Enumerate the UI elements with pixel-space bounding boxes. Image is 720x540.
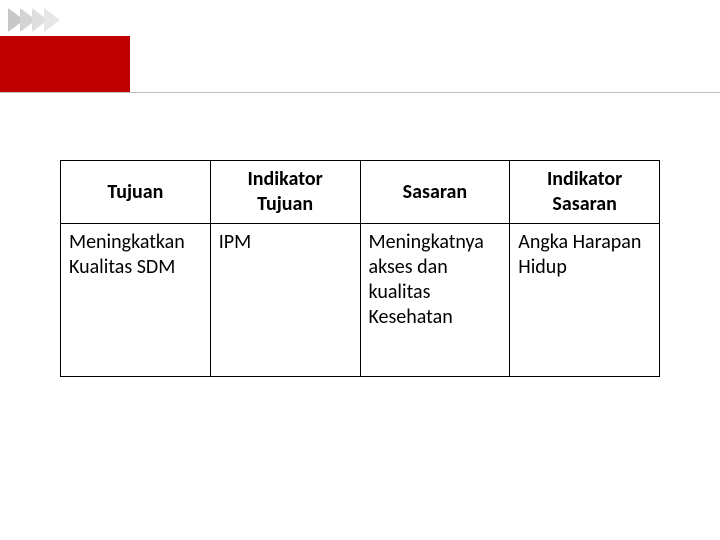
cell-indikator-tujuan: IPM bbox=[210, 224, 360, 377]
arrow-icon bbox=[44, 8, 60, 32]
table-row: Meningkatkan Kualitas SDM IPM Meningkatn… bbox=[61, 224, 660, 377]
col-header: Indikator Tujuan bbox=[210, 161, 360, 224]
table-header-row: Tujuan Indikator Tujuan Sasaran Indikato… bbox=[61, 161, 660, 224]
title-accent-block bbox=[0, 36, 130, 92]
slide: Tujuan Indikator Tujuan Sasaran Indikato… bbox=[0, 0, 720, 540]
header-divider bbox=[0, 92, 720, 93]
cell-sasaran: Meningkatnya akses dan kualitas Kesehata… bbox=[360, 224, 510, 377]
col-header: Tujuan bbox=[61, 161, 211, 224]
content-table: Tujuan Indikator Tujuan Sasaran Indikato… bbox=[60, 160, 660, 377]
col-header: Sasaran bbox=[360, 161, 510, 224]
cell-indikator-sasaran: Angka Harapan Hidup bbox=[510, 224, 660, 377]
cell-tujuan: Meningkatkan Kualitas SDM bbox=[61, 224, 211, 377]
col-header: Indikator Sasaran bbox=[510, 161, 660, 224]
arrow-decor bbox=[8, 8, 56, 32]
content-table-wrap: Tujuan Indikator Tujuan Sasaran Indikato… bbox=[60, 160, 660, 377]
